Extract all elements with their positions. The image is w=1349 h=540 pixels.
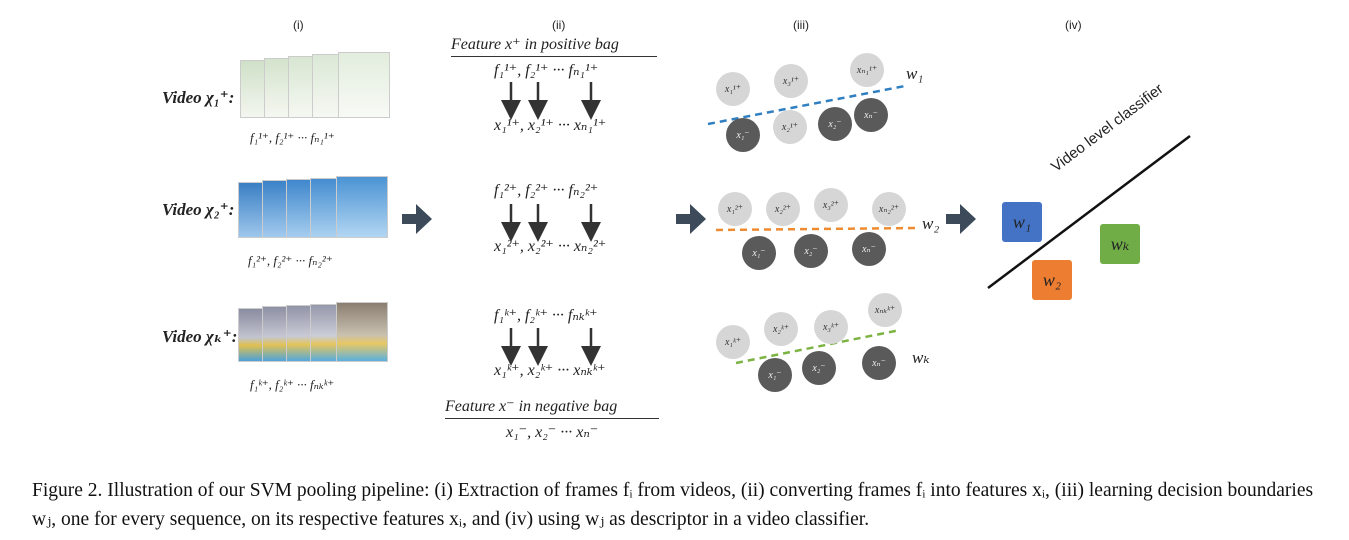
positive-feature-node: x₁²⁺ — [718, 192, 752, 226]
column-header-ii: (ii) — [552, 18, 566, 32]
video-frames-caption-1: f₁¹⁺, f₂¹⁺ ··· fₙ₁¹⁺ — [250, 130, 335, 145]
boundary-label-wk: wₖ — [912, 348, 930, 367]
divider — [451, 56, 657, 57]
descriptor-box-w2: w₂ — [1032, 260, 1072, 300]
feature-frames-2: f₁²⁺, f₂²⁺ ··· fₙ₂²⁺ — [494, 182, 599, 199]
positive-feature-node: x₁ᵏ⁺ — [716, 325, 750, 359]
negative-feature-node: x₁⁻ — [726, 118, 760, 152]
negative-feature-node: x₁⁻ — [742, 236, 776, 270]
video-frames-1 — [240, 52, 390, 122]
positive-feature-node: x₃²⁺ — [814, 188, 848, 222]
positive-feature-node: x₃¹⁺ — [774, 64, 808, 98]
negative-feature-node: xₙ⁻ — [862, 346, 896, 380]
positive-feature-node: xₙ₂²⁺ — [872, 192, 906, 226]
feature-vectors-1: x₁¹⁺, x₂¹⁺ ··· xₙ₁¹⁺ — [494, 117, 607, 134]
positive-feature-node: x₂ᵏ⁺ — [764, 312, 798, 346]
arrow-right-icon — [676, 204, 706, 234]
feature-vectors-2: x₁²⁺, x₂²⁺ ··· xₙ₂²⁺ — [494, 238, 607, 255]
negative-feature-node: x₂⁻ — [794, 234, 828, 268]
video-frames-2 — [238, 176, 388, 240]
figure-caption: Figure 2. Illustration of our SVM poolin… — [32, 480, 1314, 530]
descriptor-box-wk: wₖ — [1100, 224, 1140, 264]
feature-vectors-k: x₁ᵏ⁺, x₂ᵏ⁺ ··· xₙₖᵏ⁺ — [494, 362, 606, 379]
descriptor-box-w1: w₁ — [1002, 202, 1042, 242]
negative-feature-node: x₂⁻ — [802, 351, 836, 385]
video-frames-k — [238, 302, 388, 364]
boundary-label-w1: w₁ — [906, 64, 924, 83]
positive-feature-node: x₂²⁺ — [766, 192, 800, 226]
video-label-1: Video χ₁⁺: — [162, 88, 235, 107]
classifier-line — [987, 135, 1191, 289]
positive-feature-node: xₙ₁¹⁺ — [850, 53, 884, 87]
divider — [445, 418, 659, 419]
negative-feature-node: xₙ⁻ — [852, 232, 886, 266]
positive-bag-title: Feature x⁺ in positive bag — [451, 36, 619, 53]
feature-frames-k: f₁ᵏ⁺, f₂ᵏ⁺ ··· fₙₖᵏ⁺ — [494, 307, 598, 324]
video-label-2: Video χ₂⁺: — [162, 200, 235, 219]
boundary-lines — [707, 84, 919, 365]
negative-feature-node: x₂⁻ — [818, 107, 852, 141]
positive-feature-node: x₁¹⁺ — [716, 72, 750, 106]
video-frames-caption-k: f₁ᵏ⁺, f₂ᵏ⁺ ··· fₙₖᵏ⁺ — [250, 377, 335, 392]
video-frames-caption-2: f₁²⁺, f₂²⁺ ··· fₙ₂²⁺ — [248, 253, 333, 268]
negative-feature-vectors: x₁⁻, x₂⁻ ··· xₙ⁻ — [506, 424, 599, 441]
negative-feature-node: xₙ⁻ — [854, 98, 888, 132]
down-arrows — [501, 82, 601, 366]
boundary-label-w2: w₂ — [922, 214, 940, 233]
positive-feature-node: x₃ᵏ⁺ — [814, 310, 848, 344]
arrow-right-icon — [946, 204, 976, 234]
negative-feature-node: x₁⁻ — [758, 358, 792, 392]
arrow-right-icon — [402, 204, 432, 234]
column-header-i: (i) — [293, 18, 304, 32]
column-header-iii: (iii) — [793, 18, 809, 32]
positive-feature-node: xₙₖᵏ⁺ — [868, 293, 902, 327]
figure: (i) (ii) (iii) (iv) Video χ₁⁺: f₁¹⁺, f₂¹… — [162, 18, 1191, 441]
column-header-iv: (iv) — [1065, 18, 1082, 32]
negative-bag-title: Feature x⁻ in negative bag — [445, 398, 618, 415]
positive-feature-node: x₂¹⁺ — [773, 110, 807, 144]
feature-frames-1: f₁¹⁺, f₂¹⁺ ··· fₙ₁¹⁺ — [494, 62, 599, 79]
video-label-k: Video χₖ⁺: — [162, 327, 238, 346]
